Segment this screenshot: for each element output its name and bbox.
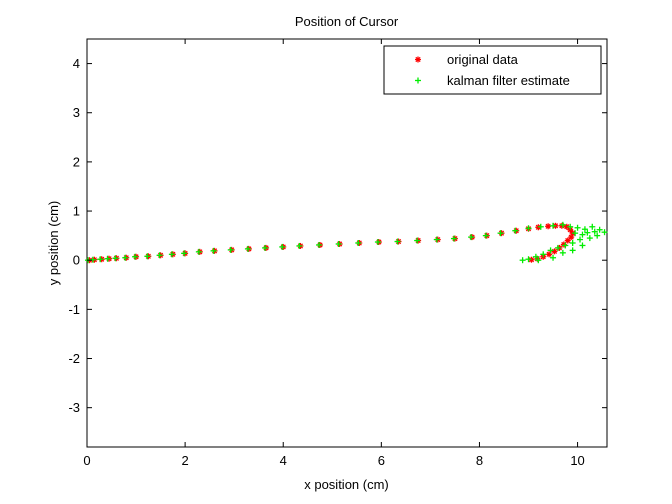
- data-point: [591, 228, 598, 235]
- legend-label-original-data: original data: [447, 52, 519, 67]
- data-point: [296, 242, 303, 249]
- y-tick-label: 2: [73, 154, 80, 169]
- y-tick-label: -1: [68, 302, 80, 317]
- data-marks: [84, 221, 608, 264]
- legend-symbol: [415, 77, 421, 84]
- y-tick-label: 3: [73, 105, 80, 120]
- data-point: [551, 248, 558, 255]
- data-point: [535, 257, 542, 264]
- x-axis-label: x position (cm): [304, 477, 389, 492]
- legend-marker-original-data: [415, 56, 421, 63]
- data-point: [497, 230, 504, 237]
- data-point: [537, 223, 544, 230]
- data-point: [450, 235, 457, 242]
- plot-area: [86, 38, 608, 448]
- data-point: [262, 244, 269, 251]
- data-point: [468, 234, 475, 241]
- data-point: [97, 256, 104, 263]
- data-point: [482, 232, 489, 239]
- data-point: [168, 251, 175, 258]
- data-point: [316, 241, 323, 248]
- data-point: [589, 223, 596, 230]
- data-point: [559, 249, 566, 256]
- y-tick-label: 4: [73, 56, 80, 71]
- series-1: [84, 221, 608, 264]
- data-point: [559, 221, 566, 228]
- data-point: [550, 222, 557, 229]
- legend-marker-kalman-filter-estimate: [415, 77, 421, 84]
- data-point: [244, 245, 251, 252]
- data-point: [394, 238, 401, 245]
- chart-title: Position of Cursor: [295, 14, 399, 29]
- data-point: [525, 256, 532, 263]
- data-point: [586, 235, 593, 242]
- data-point: [554, 244, 561, 251]
- y-tick-label: 1: [73, 204, 80, 219]
- axes: 0 2 4 6 8 10 -3 -2 -1 0 1 2 3 4: [68, 39, 607, 468]
- data-point: [596, 226, 603, 233]
- data-point: [195, 248, 202, 255]
- y-axis-label: y position (cm): [46, 201, 61, 286]
- data-point: [574, 224, 581, 231]
- data-point: [355, 240, 362, 246]
- y-tick-label: -3: [68, 400, 80, 415]
- y-tick-label: -2: [68, 351, 80, 366]
- legend: original data kalman filter estimate: [383, 45, 602, 95]
- data-point: [564, 237, 571, 244]
- data-point: [601, 229, 608, 236]
- x-tick-label: 8: [476, 453, 483, 468]
- data-point: [279, 243, 286, 250]
- data-point: [567, 223, 574, 230]
- legend-symbol: [415, 56, 421, 63]
- data-point: [562, 242, 569, 249]
- legend-label-kalman-filter-estimate: kalman filter estimate: [447, 73, 570, 88]
- data-point: [579, 231, 586, 238]
- data-point: [210, 247, 217, 254]
- data-point: [156, 252, 163, 259]
- data-point: [540, 251, 547, 258]
- data-point: [227, 246, 234, 253]
- data-point: [569, 240, 576, 246]
- data-point: [414, 237, 421, 244]
- data-point: [584, 229, 591, 236]
- data-point: [181, 250, 188, 257]
- data-point: [594, 232, 601, 239]
- x-tick-label: 6: [378, 453, 385, 468]
- x-tick-label: 4: [280, 453, 287, 468]
- data-point: [144, 253, 151, 260]
- legend-box: [383, 45, 602, 95]
- data-point: [550, 254, 557, 261]
- x-tick-label: 0: [83, 453, 90, 468]
- data-point: [104, 255, 111, 262]
- x-tick-label: 2: [181, 453, 188, 468]
- data-point: [581, 226, 588, 233]
- y-tick-label: 0: [73, 253, 80, 268]
- data-point: [558, 222, 565, 229]
- data-point: [579, 242, 586, 249]
- data-point: [519, 257, 526, 264]
- data-point: [577, 236, 584, 243]
- data-point: [335, 240, 342, 247]
- data-point: [132, 253, 139, 260]
- data-point: [112, 255, 119, 262]
- data-point: [374, 239, 381, 246]
- x-tick-label: 10: [570, 453, 584, 468]
- data-point: [433, 236, 440, 243]
- data-point: [122, 254, 129, 261]
- data-point: [572, 230, 579, 237]
- data-point: [525, 225, 532, 232]
- data-point: [569, 247, 576, 254]
- data-point: [547, 247, 554, 254]
- data-point: [532, 253, 539, 260]
- data-point: [512, 227, 519, 234]
